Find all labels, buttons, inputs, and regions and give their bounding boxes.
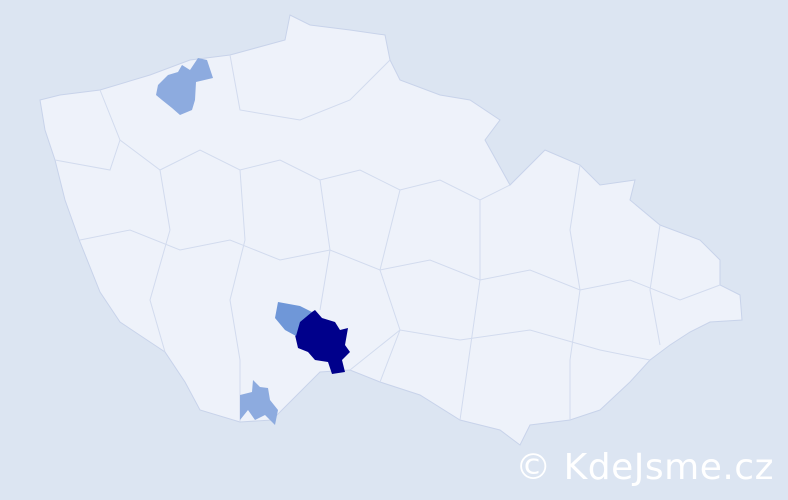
watermark: © KdeJsme.cz <box>515 447 774 488</box>
region-low-south <box>240 380 278 425</box>
district-borders <box>54 54 721 422</box>
region-low-north <box>156 58 213 115</box>
region-medium <box>275 302 312 336</box>
country-outline <box>39 14 743 446</box>
region-high <box>295 310 350 374</box>
